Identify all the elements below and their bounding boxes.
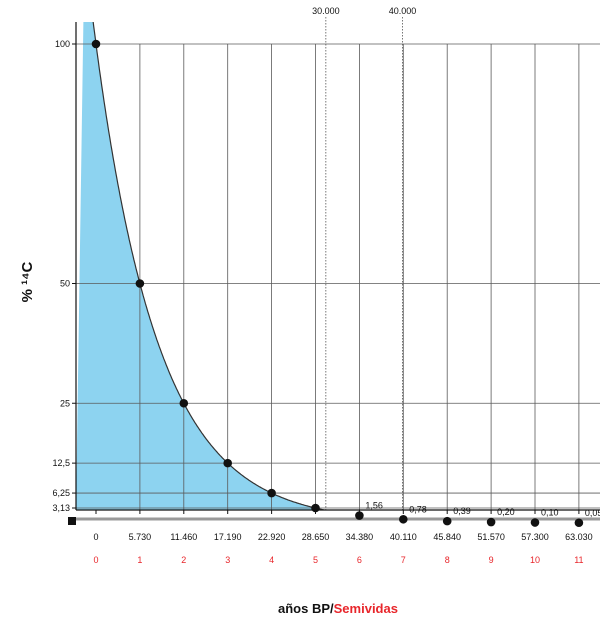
y-tick-label: 50 [60, 279, 70, 289]
half-life-label: 5 [313, 555, 318, 565]
y-tick-label: 12,5 [52, 458, 70, 468]
axis-origin-marker [68, 517, 76, 525]
reference-line-label: 40.000 [389, 6, 417, 16]
half-life-label: 2 [181, 555, 186, 565]
x-tick-label: 51.570 [477, 532, 505, 542]
x-tick-label: 0 [93, 532, 98, 542]
data-point [179, 398, 189, 408]
point-value-label: 1,56 [365, 501, 383, 511]
half-life-label: 4 [269, 555, 274, 565]
data-point [355, 511, 364, 520]
y-axis-label: % ¹⁴C [19, 261, 36, 302]
x-tick-label: 11.460 [170, 532, 197, 542]
reference-line-label: 30.000 [312, 6, 340, 16]
point-value-label: 0,10 [541, 508, 559, 518]
x-axis-label-half-lives: Semividas [334, 601, 398, 616]
data-point [135, 279, 145, 288]
data-point [91, 39, 101, 49]
x-axis-label: años BP/Semividas [278, 601, 398, 616]
area-fill [76, 22, 600, 510]
x-tick-label: 22.920 [258, 532, 286, 542]
point-value-label: 0,05 [585, 508, 600, 518]
grid-layer [76, 43, 600, 521]
half-life-label: 7 [401, 555, 406, 565]
decay-curve [92, 22, 328, 510]
point-value-label: 0,78 [409, 504, 427, 514]
x-axis-label-years: años BP/ [278, 601, 334, 616]
area-fill-layer [76, 22, 600, 510]
half-life-label: 11 [574, 555, 583, 565]
x-tick-label: 40.110 [390, 532, 417, 542]
point-value-label: 0,39 [453, 506, 471, 516]
y-tick-label: 6,25 [52, 488, 70, 498]
x-tick-label: 34.380 [346, 532, 374, 542]
half-life-label: 10 [530, 555, 540, 565]
data-point [223, 458, 232, 468]
half-life-label: 3 [225, 555, 230, 565]
data-point [486, 517, 496, 527]
data-point [399, 514, 408, 524]
y-tick-label: 100 [55, 39, 70, 49]
half-life-label: 1 [137, 555, 142, 565]
half-life-label: 0 [93, 555, 98, 565]
x-tick-label: 57.300 [521, 532, 549, 542]
x-tick-label: 45.840 [433, 532, 461, 542]
x-tick-label: 63.030 [565, 532, 593, 542]
decay-curve-layer [92, 22, 328, 510]
data-point [530, 518, 540, 527]
data-point [267, 488, 276, 498]
reference-lines [325, 17, 403, 510]
half-life-label: 6 [357, 555, 362, 565]
x-tick-label: 28.650 [302, 532, 330, 542]
data-point [574, 518, 584, 528]
y-tick-label: 25 [60, 398, 70, 408]
data-point [442, 516, 452, 526]
axes-layer [68, 22, 600, 525]
y-tick-label: 3,13 [52, 503, 70, 513]
x-tick-label: 17.190 [214, 532, 242, 542]
x-tick-label: 5.730 [129, 532, 152, 542]
point-value-label: 0,20 [497, 507, 515, 517]
data-points-layer [91, 39, 584, 528]
half-life-label: 9 [489, 555, 494, 565]
half-life-label: 8 [445, 555, 450, 565]
